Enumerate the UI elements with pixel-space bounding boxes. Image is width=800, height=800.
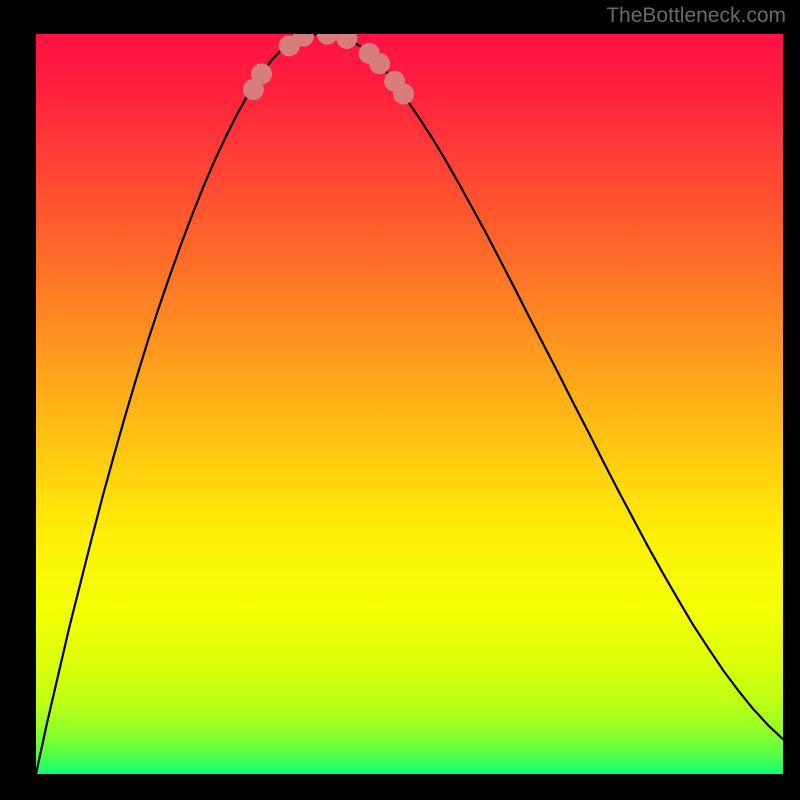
watermark-text: TheBottleneck.com	[606, 4, 786, 28]
plot-area	[36, 34, 783, 774]
curve-marker	[369, 53, 390, 74]
curve-layer	[36, 34, 783, 774]
curve-marker	[393, 83, 414, 104]
chart-stage: TheBottleneck.com	[0, 0, 800, 800]
curve-marker	[317, 34, 338, 45]
bottleneck-curve	[36, 34, 783, 774]
curve-marker	[336, 34, 357, 49]
curve-marker	[251, 63, 272, 84]
